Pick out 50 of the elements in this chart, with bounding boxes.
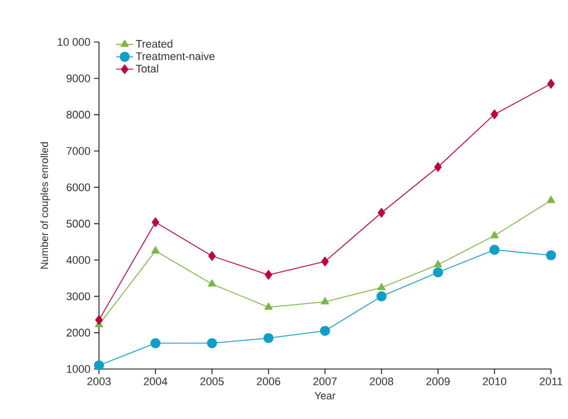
y-tick-label: 7000	[66, 147, 90, 155]
x-tick-label: 2010	[482, 378, 506, 386]
legend-label: Treatment-naive	[136, 52, 215, 60]
legend-label: Treated	[136, 40, 172, 48]
point	[150, 338, 161, 348]
point	[321, 256, 329, 266]
point	[546, 250, 556, 260]
x-tick-label: 2011	[540, 378, 562, 386]
point	[434, 260, 442, 268]
point	[264, 270, 272, 280]
point	[264, 302, 273, 310]
point	[208, 279, 216, 287]
y-tick-label: 8000	[66, 110, 90, 119]
y-tick-label: 5000	[66, 220, 90, 228]
point	[320, 326, 330, 336]
x-tick-label: 2006	[256, 378, 280, 386]
point	[152, 217, 160, 228]
point	[490, 109, 498, 120]
point	[95, 315, 103, 325]
legend-label: Total	[136, 64, 158, 73]
point	[320, 297, 330, 304]
point	[434, 162, 442, 172]
y-tick-label: 4000	[66, 256, 90, 264]
point	[546, 196, 556, 203]
point	[263, 333, 274, 344]
y-tick-label: 3000	[66, 292, 90, 300]
x-tick-label: 2003	[87, 378, 111, 386]
y-tick-label: 10 000	[58, 38, 90, 46]
y-axis-title: Number of couples enrolled	[40, 142, 50, 269]
x-tick-label: 2005	[200, 378, 224, 386]
y-tick-label: 9000	[66, 74, 90, 82]
point	[151, 246, 160, 254]
point	[206, 338, 218, 348]
y-tick-label: 6000	[66, 183, 90, 192]
x-tick-label: 2007	[313, 378, 337, 386]
point	[377, 282, 386, 290]
point	[208, 251, 216, 261]
point	[490, 231, 499, 238]
x-tick-label: 2009	[426, 378, 450, 386]
point	[378, 208, 386, 218]
x-tick-label: 2004	[144, 378, 168, 386]
point	[94, 360, 104, 370]
point	[376, 291, 387, 302]
point	[489, 244, 500, 255]
y-tick-label: 1000	[66, 365, 90, 373]
point	[432, 267, 444, 278]
point	[547, 78, 555, 89]
x-axis-title: Year	[314, 392, 336, 400]
y-tick-label: 2000	[66, 328, 90, 337]
x-tick-label: 2008	[370, 378, 394, 386]
